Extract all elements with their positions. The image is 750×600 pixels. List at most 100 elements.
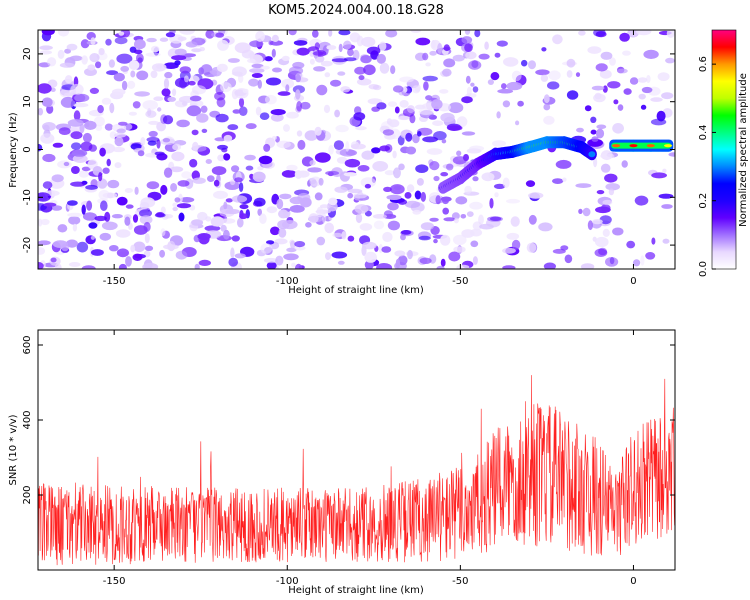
heatmap-cell	[128, 60, 140, 70]
heatmap-cell	[314, 192, 323, 201]
heatmap-cell	[336, 156, 348, 164]
heatmap-cell	[146, 37, 157, 43]
heatmap-cell	[247, 58, 256, 63]
heatmap-cell	[124, 216, 131, 226]
heatmap-cell	[538, 222, 553, 232]
heatmap-cell	[227, 58, 240, 63]
heatmap-cell	[347, 48, 354, 57]
heatmap-cell	[125, 256, 132, 267]
heatmap-cell	[134, 91, 151, 97]
colorbar-tick-label: 0.6	[698, 56, 709, 72]
heatmap-cell	[406, 184, 415, 193]
heatmap-cell	[215, 32, 225, 38]
colorbar-tick-label: 0.0	[698, 261, 709, 277]
heatmap-cell	[285, 84, 290, 92]
heatmap-cell	[79, 123, 85, 134]
heatmap-cell	[230, 247, 235, 258]
heatmap-cell	[576, 127, 584, 133]
heatmap-cell	[189, 95, 202, 102]
heatmap-cell	[197, 211, 208, 221]
heatmap-cell	[472, 86, 479, 93]
heatmap-cell	[130, 244, 136, 253]
heatmap-cell	[52, 240, 68, 249]
heatmap-cell	[420, 191, 426, 202]
top-y-axis-label: Frequency (Hz)	[8, 112, 19, 188]
heatmap-cell	[210, 216, 225, 227]
heatmap-cell	[617, 68, 628, 74]
heatmap-cell	[40, 133, 55, 144]
heatmap-cell	[249, 68, 265, 74]
heatmap-cell	[353, 193, 367, 199]
heatmap-cell	[357, 165, 370, 172]
heatmap-cell	[617, 104, 624, 111]
heatmap-cell	[410, 202, 425, 213]
heatmap-cell	[300, 101, 311, 110]
heatmap-cell	[593, 93, 606, 103]
heatmap-cell	[566, 58, 576, 68]
heatmap-cell	[266, 261, 277, 269]
heatmap-cell	[414, 190, 422, 200]
heatmap-cell	[417, 131, 422, 137]
heatmap-cell	[160, 206, 166, 214]
heatmap-cell	[179, 66, 191, 74]
top-x-ticks: -150 -100 -50 0	[103, 30, 637, 287]
heatmap-cell	[89, 87, 99, 94]
heatmap-cell	[70, 181, 86, 187]
heatmap-cell	[338, 30, 351, 36]
heatmap-cell	[72, 223, 78, 232]
heatmap-cell	[470, 82, 475, 87]
heatmap-cell	[238, 106, 248, 116]
heatmap-cell	[90, 37, 96, 46]
heatmap-cell	[64, 75, 73, 84]
heatmap-cell	[68, 216, 81, 225]
heatmap-cell	[371, 147, 381, 154]
heatmap-cell	[47, 57, 57, 67]
heatmap-cell	[84, 68, 97, 76]
heatmap-cell	[494, 192, 499, 198]
heatmap-cell	[360, 55, 372, 64]
heatmap-cell	[386, 194, 402, 200]
heatmap-cell	[174, 48, 187, 56]
heatmap-cell	[223, 229, 230, 240]
heatmap-cell	[587, 138, 603, 147]
heatmap-cell	[174, 60, 181, 66]
heatmap-cell	[322, 212, 327, 224]
heatmap-cell	[443, 58, 456, 68]
heatmap-cell	[662, 238, 670, 244]
x-tick-label: -50	[452, 576, 468, 587]
heatmap-cell	[590, 129, 597, 135]
heatmap-cell	[107, 179, 120, 189]
heatmap-cell	[128, 111, 137, 116]
heatmap-cell	[552, 34, 563, 45]
heatmap-cell	[249, 173, 254, 180]
heatmap-cell	[116, 53, 133, 64]
heatmap-cell	[67, 200, 78, 206]
heatmap-cell	[361, 36, 376, 47]
heatmap-cell	[46, 104, 54, 114]
heatmap-cell	[384, 170, 395, 176]
heatmap-cell	[412, 209, 422, 215]
heatmap-cell	[70, 142, 82, 150]
heatmap-cell	[651, 172, 667, 179]
heatmap-cell	[133, 49, 143, 55]
heatmap-cell	[440, 172, 449, 177]
heatmap-cell	[177, 36, 187, 41]
heatmap-cell	[390, 65, 396, 75]
heatmap-cell	[238, 182, 244, 193]
heatmap-cell	[163, 244, 179, 250]
heatmap-cell	[255, 31, 265, 42]
colorbar-frame	[711, 29, 737, 270]
heatmap-cell	[41, 97, 53, 107]
heatmap-cell	[608, 188, 615, 196]
heatmap-cell	[259, 112, 270, 120]
heatmap-cell	[101, 97, 112, 105]
heatmap-cell	[337, 260, 345, 265]
heatmap-cell	[496, 111, 501, 119]
heatmap-cell	[393, 167, 401, 179]
heatmap-cell	[132, 214, 139, 223]
x-tick-label: -50	[452, 276, 468, 287]
heatmap-cell	[515, 120, 520, 126]
heatmap-cell	[326, 45, 337, 50]
heatmap-cell	[510, 216, 520, 227]
